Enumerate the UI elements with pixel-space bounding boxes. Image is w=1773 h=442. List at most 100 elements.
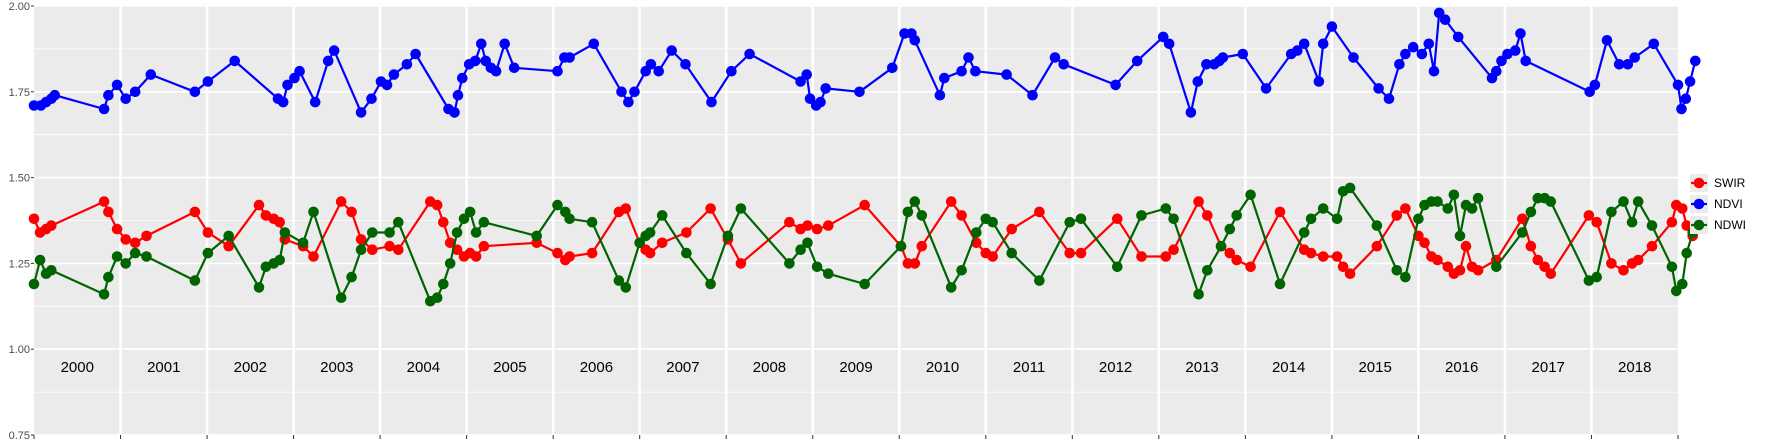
ndwi-point: [1442, 203, 1454, 214]
series-layer: [28, 7, 1701, 307]
ndvi-point: [322, 55, 334, 67]
ndwi-series: [28, 182, 1698, 307]
ndvi-point: [1317, 38, 1329, 50]
ndwi-point: [274, 254, 286, 266]
year-label: 2001: [147, 359, 180, 376]
swir-point: [644, 247, 656, 259]
swir-point: [1136, 251, 1147, 262]
swir-point: [1454, 265, 1466, 276]
ndvi-point: [1496, 55, 1507, 67]
swir-point: [1391, 210, 1403, 221]
swir-point: [223, 240, 234, 252]
ndvi-point: [1298, 38, 1310, 50]
ndvi-point: [934, 89, 946, 101]
ndvi-point: [98, 103, 110, 115]
swir-point: [735, 258, 747, 269]
ndvi-point: [1383, 93, 1395, 104]
ndvi-point: [1110, 79, 1121, 91]
ndwi-point: [355, 244, 367, 255]
ndwi-point: [1245, 189, 1256, 201]
ndvi-point: [1439, 14, 1451, 25]
swir-point: [564, 251, 575, 262]
swir-point: [1539, 261, 1550, 273]
ndwi-point: [1231, 210, 1242, 221]
swir-point: [1460, 240, 1472, 252]
ndvi-point: [706, 96, 717, 108]
ndvi-point: [1326, 21, 1338, 32]
ndwi-point: [1064, 216, 1075, 228]
swir-point: [141, 230, 152, 242]
ndwi-point: [681, 247, 692, 259]
ndwi-point: [1344, 182, 1356, 194]
ndvi-point: [1601, 35, 1613, 46]
ndvi-point: [1001, 69, 1012, 80]
ndvi-point: [1423, 38, 1435, 50]
swir-point: [367, 244, 378, 255]
ndvi-point: [1672, 79, 1684, 91]
ndwi-point: [111, 251, 123, 262]
swir-point: [1245, 261, 1256, 273]
ndwi-point: [987, 216, 998, 228]
ndvi-point: [1520, 55, 1531, 67]
ndvi-point: [623, 96, 634, 108]
ndvi-point: [1373, 83, 1384, 94]
swir-point: [705, 203, 716, 214]
ndwi-point: [1193, 289, 1204, 300]
ndvi-point: [909, 35, 921, 46]
swir-point: [1532, 254, 1544, 266]
ndvi-point: [854, 86, 865, 98]
ndvi-point: [49, 89, 61, 101]
swir-point: [1112, 213, 1123, 225]
ndwi-point: [1606, 206, 1617, 218]
year-label: 2018: [1618, 359, 1651, 376]
ndwi-point: [1305, 213, 1317, 225]
ndvi-point: [564, 52, 575, 63]
swir-point: [811, 223, 823, 235]
ndwi-point: [1472, 192, 1484, 204]
ndwi-point: [1136, 210, 1147, 221]
swir-point: [129, 237, 141, 249]
ndvi-series: [28, 7, 1701, 118]
swir-point: [274, 216, 286, 228]
ndwi-point: [802, 237, 813, 249]
swir-point: [1317, 251, 1329, 262]
ndwi-point: [1400, 271, 1411, 283]
swir-point: [552, 247, 563, 259]
swir-point: [681, 227, 692, 238]
year-label: 2006: [580, 359, 613, 376]
ndvi-point: [452, 89, 464, 101]
ndvi-legend-label: NDVI: [1714, 197, 1743, 211]
swir-point: [431, 199, 443, 211]
ndwi-point: [384, 227, 395, 238]
swir-point: [1160, 251, 1172, 262]
ndvi-point: [145, 69, 157, 80]
ndwi-point: [1034, 275, 1045, 286]
swir-point: [189, 206, 201, 218]
ndvi-point: [744, 48, 755, 60]
ndwi-point: [613, 275, 625, 286]
ndwi-point: [478, 216, 490, 228]
swir-point: [987, 251, 998, 262]
ndvi-point: [970, 65, 981, 77]
ndwi-point: [308, 206, 319, 218]
ndwi-point: [956, 265, 967, 276]
ndvi-point: [277, 96, 289, 108]
y-tick-label: 1.00: [9, 344, 30, 356]
ndvi-point: [229, 55, 240, 67]
year-labels: 2000 2001 2002 2003 2004 2005 2006 2007 2008 2009…: [61, 359, 1652, 376]
swir-point: [98, 196, 110, 207]
ndvi-point: [804, 93, 816, 104]
ndwi-point: [644, 227, 656, 238]
ndvi-point: [1515, 28, 1526, 39]
ndwi-point: [335, 292, 347, 304]
year-label: 2009: [839, 359, 872, 376]
ndwi-point: [1448, 189, 1460, 201]
ndwi-point: [279, 227, 291, 238]
ndwi-point: [34, 254, 46, 266]
ndwi-point: [1331, 213, 1343, 225]
ndwi-point: [531, 230, 542, 242]
swir-legend-label: SWIR: [1714, 176, 1746, 190]
ndvi-point: [294, 65, 305, 77]
year-label: 2002: [234, 359, 267, 376]
